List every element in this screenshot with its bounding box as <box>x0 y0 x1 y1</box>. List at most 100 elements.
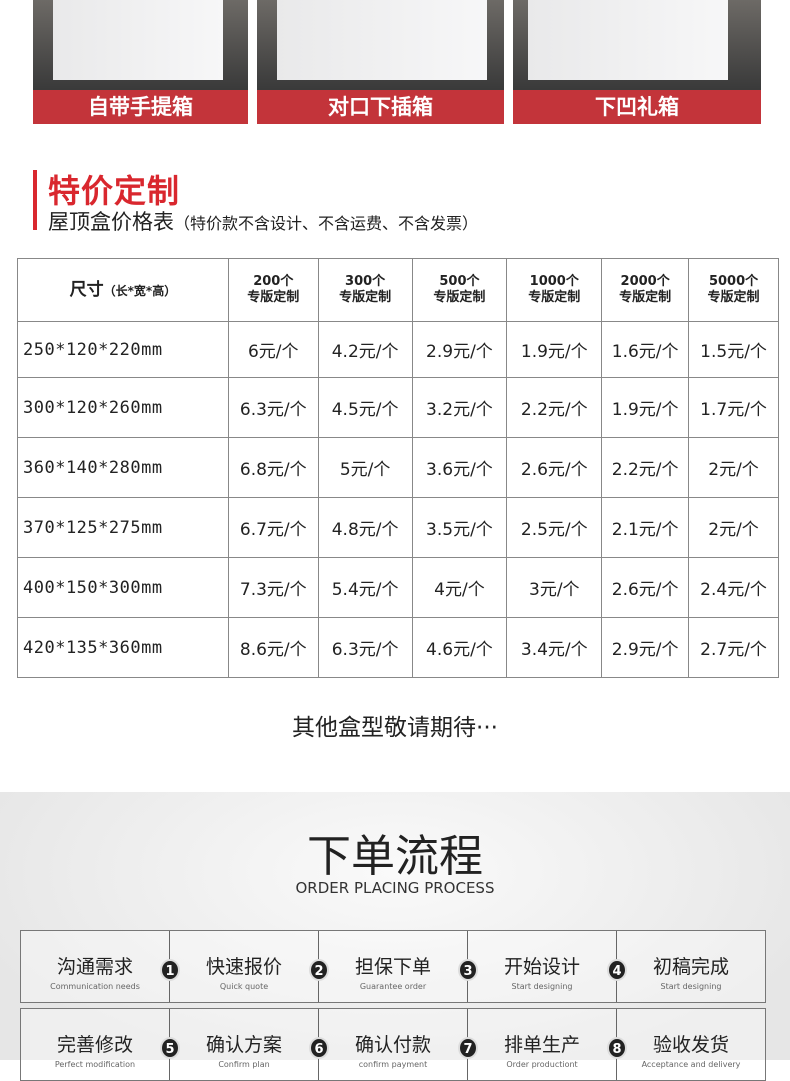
price-cell: 1.9元/个 <box>601 377 690 438</box>
process-step: 开始设计 Start designing 4 <box>468 931 627 1002</box>
step-number-badge: 5 <box>160 1037 180 1059</box>
step-number-badge: 8 <box>607 1037 627 1059</box>
price-cell: 2.6元/个 <box>506 437 603 498</box>
price-cell: 4.8元/个 <box>317 497 413 558</box>
price-cell: 6.3元/个 <box>227 377 319 438</box>
step-english: confirm payment <box>358 1060 428 1069</box>
qty-header: 5000个 专版定制 <box>688 258 779 322</box>
step-english: Quick quote <box>219 982 269 991</box>
section-title: 特价定制 <box>48 172 181 210</box>
step-name: 初稿完成 <box>652 956 729 978</box>
step-number-badge: 7 <box>458 1037 478 1059</box>
price-cell: 1.5元/个 <box>688 321 779 378</box>
process-step: 确认方案 Confirm plan 6 <box>170 1009 329 1080</box>
process-step: 沟通需求 Communication needs 1 <box>21 931 180 1002</box>
price-table: 尺寸（长*宽*高） 200个 专版定制 300个 专版定制 500个 专版定制 100… <box>17 258 779 678</box>
step-english: Start designing <box>511 982 573 991</box>
qty-header: 2000个 专版定制 <box>601 258 690 322</box>
price-cell: 2.6元/个 <box>601 557 690 618</box>
step-name: 确认方案 <box>205 1034 282 1056</box>
step-number-badge: 4 <box>607 959 627 981</box>
price-cell: 1.6元/个 <box>601 321 690 378</box>
order-process-section: 下单流程 ORDER PLACING PROCESS 沟通需求 Communica… <box>0 792 790 1081</box>
step-number-badge: 1 <box>160 959 180 981</box>
step-name: 开始设计 <box>503 956 580 978</box>
price-cell: 3.6元/个 <box>411 437 508 498</box>
step-english: Perfect modification <box>54 1060 136 1069</box>
price-cell: 2.2元/个 <box>601 437 690 498</box>
price-note: （特价款不含设计、不含运费、不含发票） <box>174 214 479 233</box>
flow-subtitle: ORDER PLACING PROCESS <box>295 879 495 897</box>
price-cell: 3.4元/个 <box>506 617 603 678</box>
price-cell: 5.4元/个 <box>317 557 413 618</box>
price-cell: 3.5元/个 <box>411 497 508 558</box>
price-cell: 6元/个 <box>227 321 319 378</box>
price-cell: 5元/个 <box>317 437 413 498</box>
box-photo-gift: 下凹礼箱 <box>513 0 761 124</box>
process-step: 初稿完成 Start designing <box>617 931 765 1002</box>
step-name: 担保下单 <box>354 956 431 978</box>
price-cell: 2.7元/个 <box>688 617 779 678</box>
table-row: 250*120*220mm 6元/个 4.2元/个 2.9元/个 1.9元/个 1.6元/… <box>17 321 779 378</box>
qty-header: 1000个 专版定制 <box>506 258 603 322</box>
size-cell: 360*140*280mm <box>17 437 229 498</box>
qty-header: 500个 专版定制 <box>411 258 508 322</box>
price-cell: 8.6元/个 <box>227 617 319 678</box>
box-photo-tuck: 对口下插箱 <box>257 0 504 124</box>
step-english: Confirm plan <box>218 1060 270 1069</box>
process-step: 验收发货 Acceptance and delivery <box>617 1009 765 1080</box>
price-cell: 2.4元/个 <box>688 557 779 618</box>
step-number-badge: 6 <box>309 1037 329 1059</box>
price-cell: 4.5元/个 <box>317 377 413 438</box>
size-cell: 400*150*300mm <box>17 557 229 618</box>
step-name: 验收发货 <box>652 1034 729 1056</box>
size-cell: 250*120*220mm <box>17 321 229 378</box>
price-cell: 2元/个 <box>688 497 779 558</box>
size-cell: 420*135*360mm <box>17 617 229 678</box>
price-cell: 3.2元/个 <box>411 377 508 438</box>
table-header: 尺寸（长*宽*高） 200个 专版定制 300个 专版定制 500个 专版定制 100… <box>17 258 779 322</box>
table-row: 370*125*275mm 6.7元/个 4.8元/个 3.5元/个 2.5元/个 2.1… <box>17 497 779 558</box>
step-english: Order productiont <box>506 1060 578 1069</box>
price-cell: 2.9元/个 <box>601 617 690 678</box>
price-cell: 2.9元/个 <box>411 321 508 378</box>
price-cell: 2.2元/个 <box>506 377 603 438</box>
price-cell: 2.1元/个 <box>601 497 690 558</box>
flow-title: 下单流程 <box>307 831 483 882</box>
price-cell: 2元/个 <box>688 437 779 498</box>
step-number-badge: 2 <box>309 959 329 981</box>
qty-header: 200个 专版定制 <box>227 258 319 322</box>
price-cell: 6.3元/个 <box>317 617 413 678</box>
section-accent-bar <box>33 170 37 230</box>
price-cell: 3元/个 <box>506 557 603 618</box>
box-type-caption: 下凹礼箱 <box>513 90 761 124</box>
process-step: 担保下单 Guarantee order 3 <box>319 931 478 1002</box>
step-english: Communication needs <box>50 982 140 991</box>
step-english: Guarantee order <box>359 982 427 991</box>
table-row: 300*120*260mm 6.3元/个 4.5元/个 3.2元/个 2.2元/个 1.9… <box>17 377 779 438</box>
price-cell: 1.7元/个 <box>688 377 779 438</box>
table-row: 420*135*360mm 8.6元/个 6.3元/个 4.6元/个 3.4元/个 2.9… <box>17 617 779 678</box>
price-cell: 1.9元/个 <box>506 321 603 378</box>
size-cell: 370*125*275mm <box>17 497 229 558</box>
step-name: 快速报价 <box>205 956 282 978</box>
price-cell: 2.5元/个 <box>506 497 603 558</box>
step-name: 确认付款 <box>354 1034 431 1056</box>
process-step: 快速报价 Quick quote 2 <box>170 931 329 1002</box>
section-subtitle: 屋顶盒价格表（特价款不含设计、不含运费、不含发票） <box>48 206 478 236</box>
process-step: 排单生产 Order productiont 8 <box>468 1009 627 1080</box>
size-header: 尺寸（长*宽*高） <box>17 258 229 322</box>
price-cell: 6.7元/个 <box>227 497 319 558</box>
price-cell: 6.8元/个 <box>227 437 319 498</box>
process-step: 确认付款 confirm payment 7 <box>319 1009 478 1080</box>
step-name: 排单生产 <box>503 1034 580 1056</box>
step-name: 完善修改 <box>56 1034 133 1056</box>
process-row: 沟通需求 Communication needs 1 快速报价 Quick quote 2… <box>20 930 766 1003</box>
price-cell: 4.2元/个 <box>317 321 413 378</box>
step-english: Acceptance and delivery <box>641 1060 741 1069</box>
process-step: 完善修改 Perfect modification 5 <box>21 1009 180 1080</box>
price-table-title: 屋顶盒价格表 <box>48 210 174 234</box>
price-cell: 7.3元/个 <box>227 557 319 618</box>
process-row: 完善修改 Perfect modification 5 确认方案 Confirm pla… <box>20 1008 766 1081</box>
table-row: 360*140*280mm 6.8元/个 5元/个 3.6元/个 2.6元/个 2.2元/… <box>17 437 779 498</box>
